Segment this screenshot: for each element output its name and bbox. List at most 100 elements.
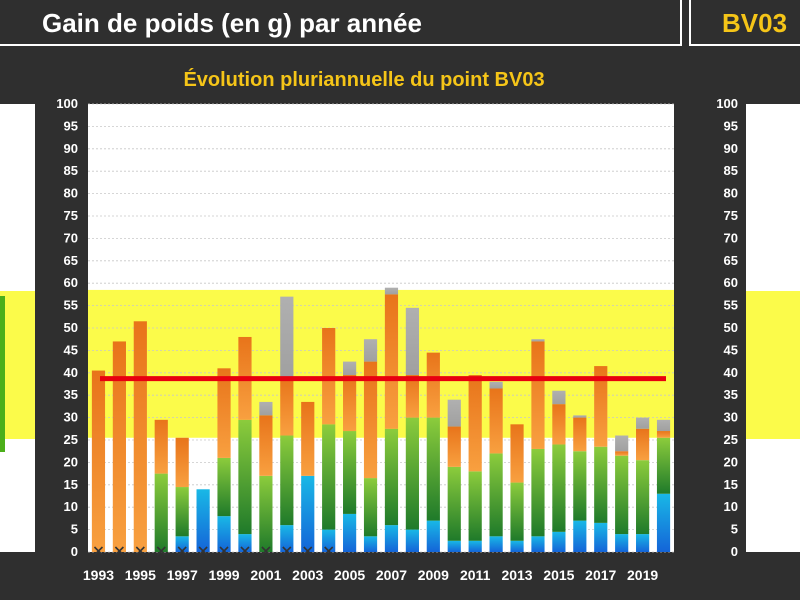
no-data-marker xyxy=(261,546,271,556)
no-data-marker xyxy=(93,546,104,556)
bar-blue-2010 xyxy=(447,540,461,552)
bar-green-2006 xyxy=(363,478,378,537)
no-data-markers xyxy=(93,546,334,556)
bar-gray-2020 xyxy=(656,419,671,432)
right-y-tick-label: 60 xyxy=(724,275,738,290)
bar-green-2013 xyxy=(510,482,524,541)
bar-orange-2003 xyxy=(301,401,315,476)
right-y-tick-label: 0 xyxy=(731,544,738,559)
bar-orange-2011 xyxy=(468,375,482,472)
no-data-marker xyxy=(114,546,124,556)
left-panel-band xyxy=(0,291,35,439)
right-y-tick-label: 85 xyxy=(724,163,738,178)
y-tick-label: 45 xyxy=(64,342,78,357)
bar-blue-2015 xyxy=(552,531,566,552)
bar-blue-1997 xyxy=(175,536,189,552)
bar-blue-2012 xyxy=(489,536,503,552)
bar-blue-2006 xyxy=(363,536,378,552)
y-tick-label: 90 xyxy=(64,141,78,156)
bar-green-1999 xyxy=(217,457,231,517)
bar-gray-2001 xyxy=(259,401,273,416)
bar-blue-2016 xyxy=(573,520,587,552)
bar-gray-2018 xyxy=(615,435,629,452)
bar-green-2016 xyxy=(573,451,587,521)
bar-green-2017 xyxy=(594,446,608,523)
bar-green-2002 xyxy=(280,435,294,526)
bar-blue-2009 xyxy=(426,520,440,552)
bar-green-2007 xyxy=(384,428,399,526)
x-tick-label: 2009 xyxy=(418,567,449,583)
y-tick-label: 0 xyxy=(71,544,78,559)
bar-gray-2016 xyxy=(573,415,587,418)
y-tick-label: 65 xyxy=(64,253,78,268)
bar-blue-2013 xyxy=(510,540,524,552)
x-axis: 1993 1995 1997 1999 2001 2003 2005 2007 2009 2011… xyxy=(83,567,659,583)
reference-band xyxy=(88,289,674,438)
bar-orange-2018 xyxy=(615,451,629,456)
bar-orange-2019 xyxy=(636,428,650,461)
bar-green-2005 xyxy=(343,431,357,514)
bar-gray-2012 xyxy=(489,381,503,389)
chart-title: Évolution pluriannuelle du point BV03 xyxy=(183,68,544,91)
bar-orange-2016 xyxy=(573,417,587,452)
bar-blue-1999 xyxy=(217,516,231,552)
bar-blue-2019 xyxy=(636,534,650,552)
y-tick-label: 85 xyxy=(64,163,78,178)
right-y-tick-label: 50 xyxy=(724,320,738,335)
x-tick-label: 2001 xyxy=(250,567,281,583)
y-tick-label: 25 xyxy=(64,432,78,447)
bar-blue-2018 xyxy=(615,534,629,552)
bar-orange-1993 xyxy=(91,370,106,552)
bar-blue-2017 xyxy=(594,522,608,552)
x-tick-label: 2003 xyxy=(292,567,323,583)
bar-green-2010 xyxy=(447,466,461,541)
bar-green-1997 xyxy=(175,487,189,537)
right-y-tick-label: 95 xyxy=(724,118,738,133)
right-y-tick-label: 75 xyxy=(724,208,738,223)
right-y-tick-label: 65 xyxy=(724,253,738,268)
bar-orange-2017 xyxy=(594,366,608,447)
bar-blue-2008 xyxy=(405,529,419,552)
y-tick-label: 50 xyxy=(64,320,78,335)
bar-green-2018 xyxy=(615,455,629,535)
bar-green-1996 xyxy=(154,473,168,552)
y-tick-label: 95 xyxy=(64,118,78,133)
bar-orange-2009 xyxy=(426,352,440,418)
right-y-tick-label: 90 xyxy=(724,141,738,156)
bar-gray-2010 xyxy=(447,399,461,427)
bar-orange-1997 xyxy=(175,437,189,488)
x-tick-label: 1997 xyxy=(167,567,198,583)
station-code: BV03 xyxy=(722,8,788,38)
bar-gray-2008 xyxy=(405,307,419,376)
y-tick-label: 10 xyxy=(64,499,78,514)
x-tick-label: 2015 xyxy=(543,567,574,583)
x-tick-label: 1999 xyxy=(208,567,239,583)
right-side-panel: 0 5 10 15 20 25 30 35 40 45 50 55 60 65 70 75 80 85 90 95 10… xyxy=(716,96,800,559)
bar-blue-2007 xyxy=(384,525,399,552)
bar-blue-1998 xyxy=(196,489,210,552)
bar-orange-2012 xyxy=(489,388,503,454)
bar-gray-2005 xyxy=(343,361,357,376)
bar-blue-2002 xyxy=(280,525,294,552)
y-tick-label: 80 xyxy=(64,186,78,201)
right-y-tick-label: 10 xyxy=(724,499,738,514)
x-tick-label: 2017 xyxy=(585,567,616,583)
bar-gray-2007 xyxy=(384,287,399,295)
x-tick-label: 1993 xyxy=(83,567,114,583)
no-data-marker xyxy=(219,546,229,556)
y-tick-label: 75 xyxy=(64,208,78,223)
bar-green-2009 xyxy=(426,417,440,521)
bar-blue-2014 xyxy=(531,536,545,552)
bar-blue-2020 xyxy=(656,493,671,552)
y-axis: 0 5 10 15 20 25 30 35 40 45 50 55 60 65 70 75 80 85 90 95 10… xyxy=(56,96,78,559)
right-y-tick-label: 70 xyxy=(724,230,738,245)
right-y-tick-label: 25 xyxy=(724,432,738,447)
bar-gray-2014 xyxy=(531,339,545,342)
bar-orange-2015 xyxy=(552,404,566,445)
right-y-tick-label: 5 xyxy=(731,522,738,537)
y-tick-label: 20 xyxy=(64,454,78,469)
y-tick-label: 60 xyxy=(64,275,78,290)
no-data-marker xyxy=(135,546,145,556)
bar-blue-2003 xyxy=(301,475,315,552)
